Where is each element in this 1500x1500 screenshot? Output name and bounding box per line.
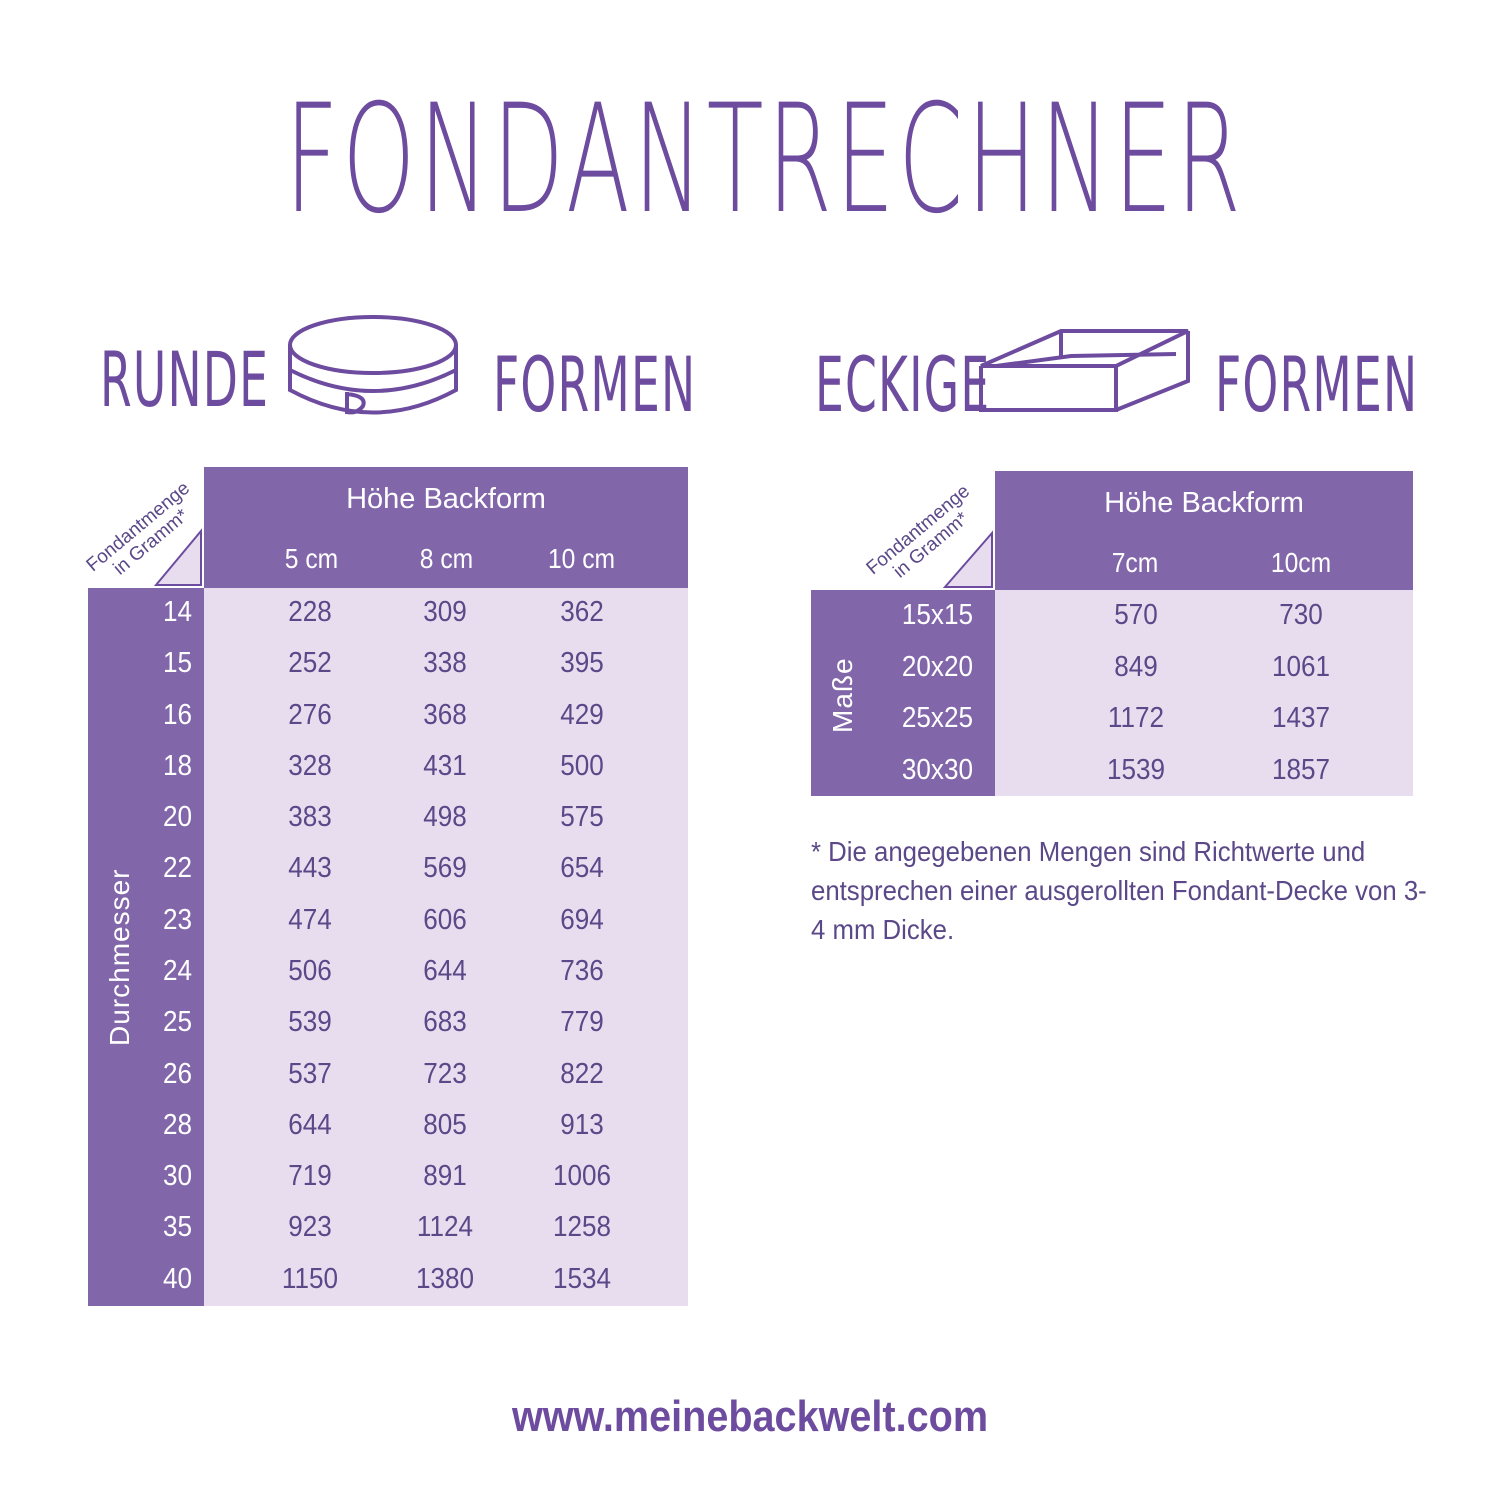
table-cell: 1380 (415, 1262, 475, 1295)
row-label: 30 (162, 1160, 192, 1193)
row-label: 20x20 (901, 650, 973, 683)
row-label: 24 (162, 955, 192, 987)
table-cell: 923 (288, 1211, 332, 1244)
table-cell: 1061 (1271, 650, 1331, 683)
table-cell: 474 (288, 903, 332, 936)
table-cell: 383 (288, 801, 332, 834)
row-label: 30x30 (901, 753, 973, 786)
row-label: 15 (162, 647, 192, 680)
row-label: 23 (162, 903, 192, 936)
row-label: 16 (162, 698, 192, 731)
table-cell: 683 (423, 1006, 467, 1039)
round-column-header: 8 cm (419, 543, 474, 574)
row-label: 26 (162, 1057, 192, 1090)
row-label: 20 (162, 801, 192, 834)
table-cell: 429 (560, 698, 604, 731)
row-label: 18 (162, 749, 192, 782)
triangle-corner-icon (943, 530, 993, 588)
table-cell: 891 (423, 1160, 467, 1193)
table-cell: 606 (423, 903, 467, 936)
square-heading-right: FORMEN (1215, 340, 1419, 429)
table-cell: 506 (288, 955, 332, 987)
table-cell: 362 (560, 596, 604, 628)
square-cake-box-icon (979, 329, 1190, 412)
table-cell: 644 (423, 955, 467, 987)
round-cake-ring-icon (288, 315, 458, 415)
table-cell: 736 (560, 955, 604, 987)
table-cell: 730 (1279, 599, 1323, 631)
table-cell: 1539 (1106, 753, 1166, 786)
round-heading-right: FORMEN (493, 340, 697, 429)
square-row-axis-label: Maße (827, 657, 858, 733)
square-column-header: 10cm (1270, 547, 1332, 578)
table-cell: 1258 (552, 1211, 612, 1244)
table-cell: 913 (560, 1108, 604, 1141)
table-cell: 1857 (1271, 753, 1331, 786)
table-cell: 228 (288, 596, 332, 628)
square-row-label-column: Maße (811, 590, 995, 796)
table-cell: 443 (288, 852, 332, 885)
table-cell: 1006 (552, 1160, 612, 1193)
round-header-title: Höhe Backform (346, 483, 546, 515)
round-table-body (204, 588, 688, 1306)
round-row-label-column: Durchmesser (88, 588, 204, 1306)
table-cell: 644 (288, 1108, 332, 1141)
row-label: 40 (162, 1262, 192, 1295)
round-column-header: 5 cm (284, 543, 339, 574)
table-cell: 575 (560, 801, 604, 834)
table-cell: 654 (560, 852, 604, 885)
square-table-header: Höhe Backform 7cm 10cm (995, 471, 1413, 590)
row-label: 25 (162, 1006, 192, 1039)
table-cell: 779 (560, 1006, 604, 1039)
page-title: FONDANTRECHNER (285, 73, 1245, 247)
table-cell: 849 (1114, 650, 1158, 683)
square-header-title: Höhe Backform (1104, 487, 1304, 519)
square-column-header: 7cm (1111, 547, 1159, 578)
table-cell: 719 (288, 1160, 332, 1193)
table-cell: 395 (560, 647, 604, 680)
table-cell: 431 (423, 749, 467, 782)
table-cell: 1437 (1271, 702, 1331, 734)
website-link[interactable]: www.meinebackwelt.com (511, 1392, 989, 1441)
triangle-corner-icon (154, 528, 202, 586)
footnote: * Die angegebenen Mengen sind Richtwerte… (811, 836, 1427, 945)
table-cell: 1534 (552, 1262, 612, 1295)
round-table-header: Höhe Backform 5 cm 8 cm 10 cm (204, 467, 688, 588)
table-cell: 252 (288, 647, 332, 680)
table-cell: 1172 (1107, 702, 1165, 734)
table-cell: 1150 (281, 1262, 339, 1295)
row-label: 15x15 (901, 599, 973, 631)
table-cell: 338 (423, 647, 467, 680)
table-cell: 309 (423, 596, 467, 628)
table-cell: 822 (560, 1057, 604, 1090)
table-cell: 500 (560, 749, 604, 782)
round-column-header: 10 cm (547, 543, 616, 574)
table-cell: 276 (288, 698, 332, 731)
table-cell: 1124 (416, 1211, 474, 1244)
square-table-body (995, 590, 1413, 796)
row-label: 35 (162, 1211, 192, 1244)
table-cell: 570 (1114, 599, 1158, 631)
table-cell: 569 (423, 852, 467, 885)
square-heading-left: ECKIGE (815, 340, 991, 429)
table-cell: 498 (423, 801, 467, 834)
row-label: 22 (162, 852, 192, 885)
table-cell: 368 (423, 698, 467, 731)
table-cell: 694 (560, 903, 604, 936)
row-label: 28 (162, 1108, 192, 1141)
table-cell: 805 (423, 1108, 467, 1141)
table-cell: 539 (288, 1006, 332, 1039)
table-cell: 723 (423, 1057, 467, 1090)
table-cell: 328 (288, 749, 332, 782)
round-heading-left: RUNDE (100, 335, 270, 424)
row-label: 14 (162, 596, 192, 628)
table-cell: 537 (288, 1057, 332, 1090)
row-label: 25x25 (901, 702, 973, 734)
